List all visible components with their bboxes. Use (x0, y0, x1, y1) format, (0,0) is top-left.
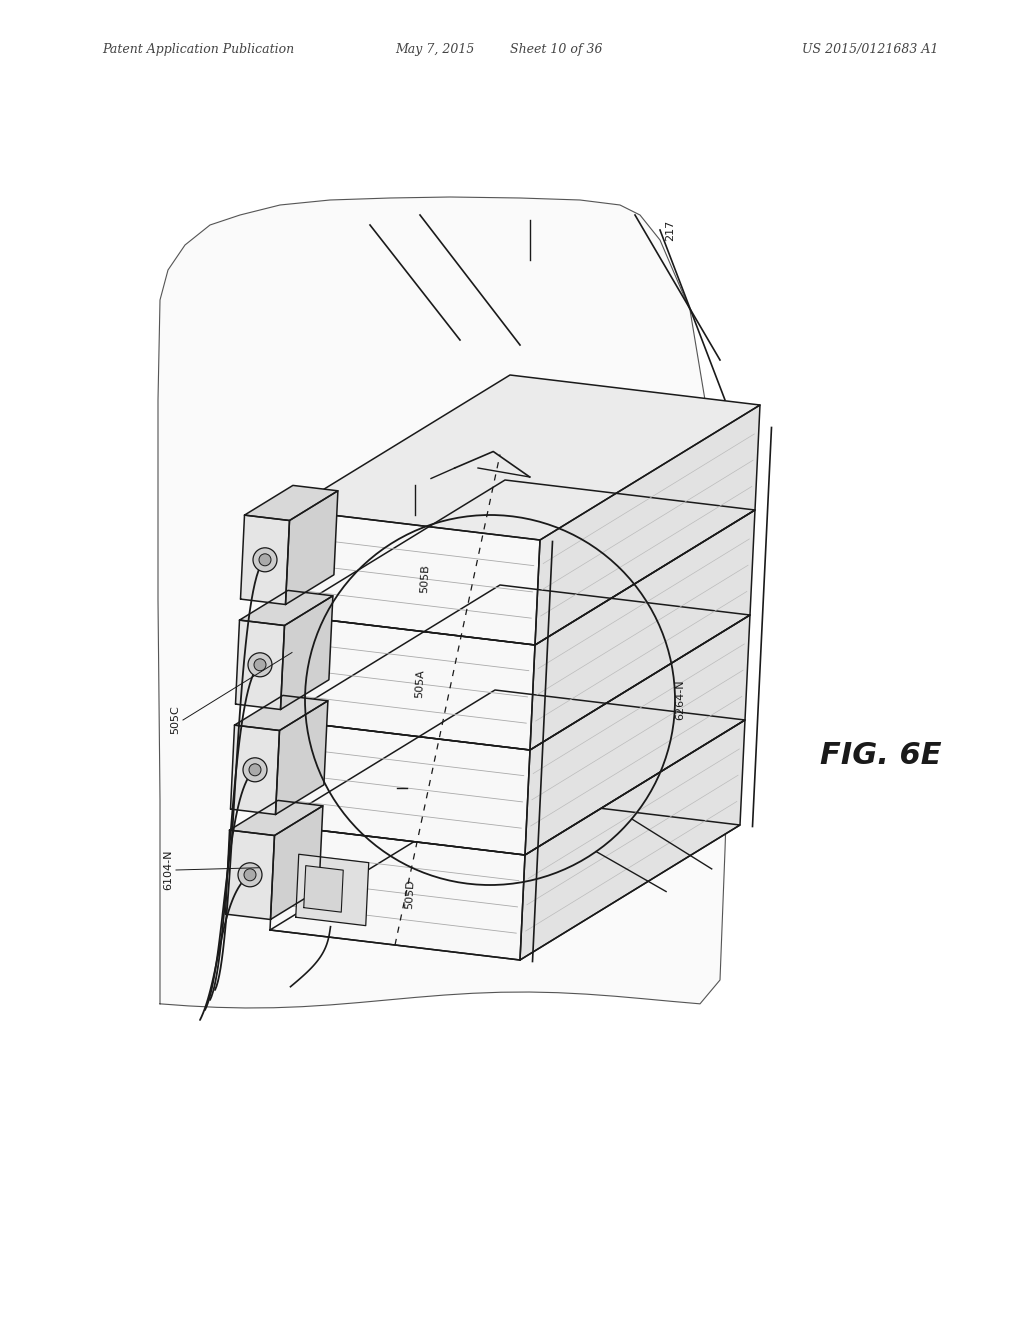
Polygon shape (229, 800, 323, 836)
Circle shape (244, 869, 256, 880)
Polygon shape (280, 595, 332, 710)
Text: 505C: 505C (170, 706, 179, 734)
Text: 217: 217 (664, 219, 675, 240)
Circle shape (254, 659, 266, 671)
Polygon shape (289, 375, 759, 540)
Polygon shape (304, 866, 343, 912)
Polygon shape (284, 480, 754, 645)
Polygon shape (275, 690, 744, 855)
Text: FIG. 6E: FIG. 6E (819, 741, 941, 770)
Polygon shape (270, 795, 739, 960)
Text: 6104-N: 6104-N (163, 850, 173, 890)
Circle shape (259, 554, 271, 566)
Circle shape (237, 863, 262, 887)
Polygon shape (158, 197, 730, 1008)
Polygon shape (530, 510, 754, 750)
Text: May 7, 2015: May 7, 2015 (394, 44, 474, 57)
Polygon shape (225, 830, 274, 920)
Polygon shape (270, 825, 525, 960)
Text: US 2015/0121683 A1: US 2015/0121683 A1 (801, 44, 937, 57)
Polygon shape (230, 725, 279, 814)
Text: 505D: 505D (404, 879, 416, 909)
Polygon shape (296, 854, 369, 925)
Polygon shape (280, 585, 749, 750)
Polygon shape (535, 405, 759, 645)
Polygon shape (235, 620, 284, 710)
Polygon shape (284, 510, 539, 645)
Circle shape (253, 548, 277, 572)
Polygon shape (234, 696, 327, 730)
Polygon shape (240, 515, 289, 605)
Text: 505A: 505A (414, 669, 425, 698)
Circle shape (243, 758, 267, 781)
Polygon shape (280, 615, 535, 750)
Polygon shape (270, 805, 323, 920)
Polygon shape (525, 615, 749, 855)
Text: Patent Application Publication: Patent Application Publication (102, 44, 293, 57)
Text: Sheet 10 of 36: Sheet 10 of 36 (510, 44, 602, 57)
Text: 6264-N: 6264-N (675, 680, 685, 721)
Polygon shape (285, 491, 337, 605)
Polygon shape (275, 719, 530, 855)
Polygon shape (239, 590, 332, 626)
Text: 505B: 505B (419, 565, 430, 594)
Circle shape (249, 764, 261, 776)
Circle shape (248, 653, 272, 677)
Polygon shape (245, 486, 337, 520)
Polygon shape (520, 719, 744, 960)
Polygon shape (275, 701, 327, 814)
